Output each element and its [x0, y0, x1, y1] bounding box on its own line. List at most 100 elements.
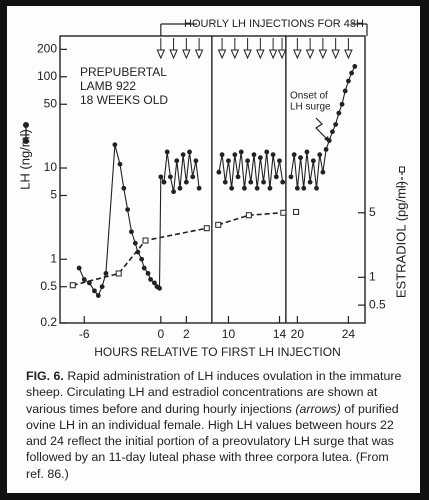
data-point [235, 174, 241, 180]
data-point [196, 185, 202, 191]
caption-italic: (arrows) [295, 401, 341, 416]
annotation: 18 WEEKS OLD [80, 93, 168, 107]
data-point [264, 149, 270, 155]
data-point [145, 270, 151, 276]
y-tick-label: 0.5 [40, 279, 57, 293]
data-point [323, 146, 329, 152]
injection-arrowhead [182, 49, 191, 60]
data-point [135, 249, 141, 255]
x-tick-label: 0 [157, 327, 164, 341]
data-point [92, 288, 97, 294]
y2-axis-label: ESTRADIOL (pg/ml) [393, 181, 408, 298]
x-axis-label: HOURS RELATIVE TO FIRST LH INJECTION [94, 345, 341, 359]
data-point [317, 152, 323, 158]
data-point [238, 149, 244, 155]
y2-legend-marker [399, 166, 405, 173]
data-point [346, 78, 351, 84]
data-point [187, 149, 192, 155]
x-tick-label: 10 [222, 327, 236, 341]
injection-arrowhead [277, 49, 287, 60]
data-point [254, 185, 260, 191]
data-point [174, 158, 180, 164]
injection-arrowhead [331, 49, 340, 60]
data-point [352, 63, 358, 69]
data-point [81, 277, 87, 282]
data-point [167, 174, 173, 180]
data-point [248, 179, 254, 185]
data-point [310, 158, 316, 164]
y-legend-marker [23, 122, 29, 128]
injection-arrowhead [243, 49, 252, 60]
data-point [117, 161, 123, 167]
injection-arrowhead [230, 49, 240, 60]
data-point [219, 152, 225, 158]
data-point [86, 280, 92, 286]
data-point [171, 189, 176, 195]
injection-arrowhead [268, 49, 278, 60]
caption-text: Rapid administration of LH induces ovula… [26, 369, 402, 416]
data-point [330, 129, 335, 135]
data-point [216, 169, 222, 175]
data-point [141, 265, 147, 271]
figure [7, 6, 420, 493]
data-point [152, 280, 157, 286]
injection-arrowhead [217, 49, 227, 60]
data-point [339, 101, 345, 107]
data-point [342, 88, 348, 94]
x-tick-label: 20 [291, 327, 305, 341]
data-point [288, 174, 294, 180]
data-point [69, 282, 76, 289]
data-point [112, 142, 118, 148]
data-point [95, 293, 101, 298]
data-point [226, 158, 231, 164]
data-point [320, 169, 326, 175]
x-tick-label: 14 [273, 327, 287, 341]
data-point [277, 158, 282, 164]
data-point [177, 185, 183, 191]
data-point [280, 179, 286, 185]
data-point [148, 277, 154, 282]
data-point [242, 185, 247, 191]
surge-label: LH surge [290, 102, 331, 113]
annotation: PREPUBERTAL [80, 65, 167, 79]
data-point [158, 174, 164, 180]
injection-arrowhead [169, 49, 178, 60]
data-point [333, 122, 339, 127]
y-tick-label: 5 [50, 188, 57, 202]
chart: 0.2 0.5 1 5 10 50 100 200 0.5 1 5 -6 0 2 10 14 20 24HOURS… [17, 18, 408, 359]
data-point [139, 256, 145, 262]
data-point [232, 152, 238, 158]
data-point [245, 212, 252, 219]
y-tick-label: 200 [37, 42, 57, 56]
surge-label: Onset of [290, 91, 328, 102]
data-point [336, 110, 342, 116]
data-point [132, 240, 138, 246]
y-tick-label: 1 [50, 251, 57, 265]
injection-label: HOURLY LH INJECTIONS FOR 48H [184, 18, 364, 30]
injection-arrowhead [318, 49, 328, 60]
data-point [129, 229, 134, 235]
data-point [180, 152, 186, 158]
data-point [298, 155, 303, 161]
data-point [215, 221, 222, 228]
data-point [307, 179, 313, 185]
x-tick-label: 2 [183, 327, 190, 341]
data-point [161, 179, 167, 185]
injection-arrowhead [156, 49, 166, 60]
data-point [326, 138, 332, 143]
data-point [115, 270, 122, 277]
data-point [229, 185, 235, 191]
data-point [157, 285, 162, 291]
data-point [261, 179, 266, 185]
x-tick-label: 24 [342, 327, 356, 341]
data-point [280, 209, 287, 216]
data-point [121, 185, 127, 191]
data-point [294, 185, 300, 191]
data-point [301, 185, 307, 191]
data-point [251, 152, 257, 158]
caption: FIG. 6. Rapid administration of LH induc… [26, 368, 408, 482]
y2-tick-label: 0.5 [369, 297, 386, 311]
y-axis-label: LH (ng/ml) [17, 129, 32, 190]
caption-text: of purified ovine LH in an individual fe… [26, 401, 399, 481]
data-point [270, 152, 276, 158]
